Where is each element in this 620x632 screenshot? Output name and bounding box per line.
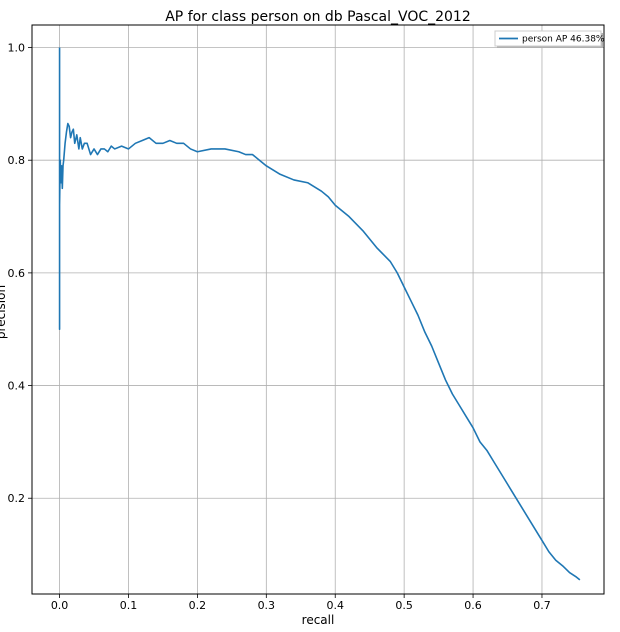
y-tick-label: 0.2 xyxy=(8,492,26,505)
x-tick-label: 0.5 xyxy=(395,599,413,612)
legend-box xyxy=(494,30,602,47)
x-tick-label: 0.0 xyxy=(51,599,69,612)
x-tick-label: 0.3 xyxy=(258,599,276,612)
y-tick-label: 1.0 xyxy=(8,42,26,55)
x-tick-label: 0.6 xyxy=(464,599,482,612)
x-tick-label: 0.4 xyxy=(326,599,344,612)
y-tick-label: 0.8 xyxy=(8,154,26,167)
series-line xyxy=(58,47,581,581)
series-lines xyxy=(58,47,581,581)
x-tick-label: 0.2 xyxy=(189,599,207,612)
chart-title: AP for class person on db Pascal_VOC_201… xyxy=(165,9,471,25)
legend: person AP 46.38% xyxy=(494,30,605,48)
y-axis-title: precision xyxy=(0,285,8,339)
y-tick-label: 0.4 xyxy=(8,380,26,393)
legend-label: person AP 46.38% xyxy=(522,35,605,45)
x-ticks: 0.0 0.1 0.2 0.3 0.4 0.5 0.6 0.7 xyxy=(51,594,551,612)
x-axis-title: recall xyxy=(302,613,335,627)
y-tick-label: 0.6 xyxy=(8,267,26,280)
plot-frame xyxy=(31,24,605,595)
x-tick-label: 0.7 xyxy=(533,599,551,612)
x-tick-label: 0.1 xyxy=(120,599,138,612)
y-ticks: 0.2 0.4 0.6 0.8 1.0 xyxy=(8,42,32,505)
